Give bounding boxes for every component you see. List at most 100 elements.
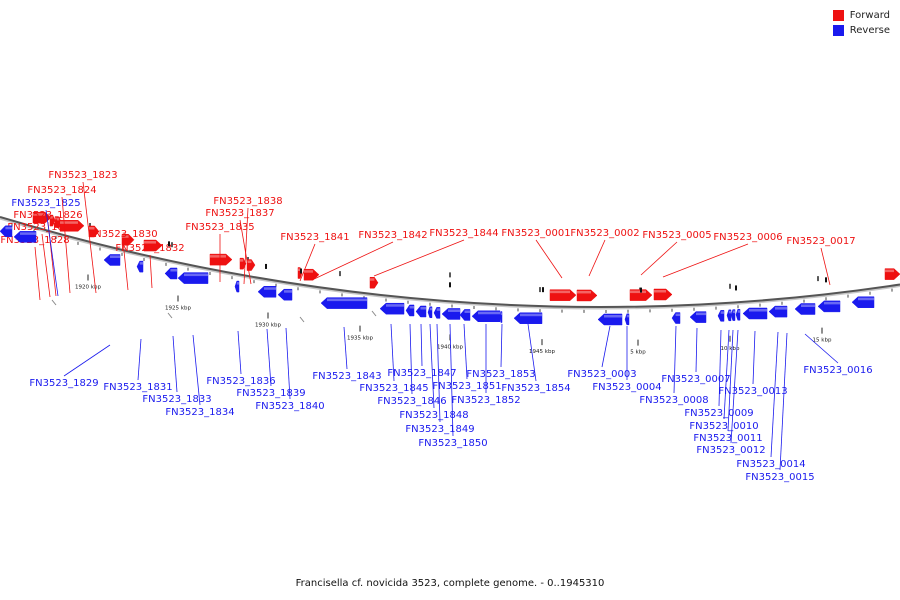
reverse-gene-leader: [429, 323, 435, 409]
forward-gene-leader: [61, 196, 71, 294]
reverse-gene-leader: [449, 323, 454, 437]
reverse-gene-glyph: [794, 303, 816, 315]
forward-gene-label: FN3523_1830: [88, 229, 157, 240]
legend-forward-label: Forward: [849, 10, 890, 21]
forward-gene-glyph: [209, 253, 233, 266]
forward-gene-label: FN3523_1844: [429, 228, 498, 239]
reverse-gene-glyph-shine: [5, 226, 12, 230]
feature-mark: [640, 287, 642, 293]
feature-mark: [167, 312, 173, 319]
forward-gene-leader: [34, 246, 41, 301]
legend-reverse-label: Reverse: [849, 25, 890, 36]
forward-gene-glyph: [369, 276, 379, 289]
reverse-gene-label: FN3523_0013: [718, 386, 787, 397]
reverse-gene-label: FN3523_1833: [142, 394, 211, 405]
reverse-gene-leader: [409, 323, 413, 395]
forward-swatch: [832, 10, 844, 21]
forward-gene-leader: [662, 243, 749, 278]
reverse-gene-glyph-shine: [604, 314, 622, 318]
forward-gene-glyph: [576, 289, 598, 302]
forward-gene-glyph: [303, 268, 320, 281]
legend-forward: Forward: [832, 8, 890, 23]
reverse-gene-label: FN3523_1829: [29, 378, 98, 389]
reverse-gene-glyph-shine: [139, 262, 143, 265]
reverse-gene-glyph: [277, 288, 293, 301]
reverse-gene-leader: [463, 323, 468, 380]
reverse-gene-label: FN3523_0016: [803, 365, 872, 376]
reverse-gene-leader: [390, 323, 395, 382]
forward-gene-glyph: [884, 268, 900, 280]
reverse-gene-glyph: [624, 313, 630, 326]
reverse-gene-leader: [779, 332, 788, 471]
forward-gene-glyph-shine: [247, 260, 252, 264]
forward-gene-label: FN3523_1825: [11, 198, 80, 209]
reverse-gene-label: FN3523_0010: [689, 421, 758, 432]
reverse-gene-glyph: [103, 254, 121, 266]
reverse-gene-glyph: [320, 297, 368, 309]
forward-gene-leader: [239, 219, 252, 285]
feature-mark: [299, 316, 305, 323]
forward-gene-leader: [640, 241, 678, 276]
forward-gene-glyph-shine: [370, 278, 375, 281]
reverse-gene-label: FN3523_1840: [255, 401, 324, 412]
reverse-gene-glyph-shine: [327, 298, 367, 302]
reverse-gene-leader: [436, 323, 441, 423]
forward-gene-label: FN3523_1842: [358, 230, 427, 241]
feature-mark: [449, 282, 451, 288]
reverse-gene-leader: [695, 327, 698, 373]
forward-gene-label: FN3523_1838: [213, 196, 282, 207]
forward-gene-label: FN3523_1826: [13, 210, 82, 221]
reverse-gene-label: FN3523_0008: [639, 395, 708, 406]
forward-gene-glyph-shine: [55, 217, 59, 221]
forward-gene-leader: [82, 181, 97, 294]
reverse-gene-label: FN3523_1854: [501, 383, 570, 394]
reverse-swatch: [832, 25, 844, 36]
feature-mark: [51, 299, 57, 306]
ruler-label: 15 kbp: [813, 338, 832, 344]
reverse-gene-label: FN3523_1847: [387, 368, 456, 379]
reverse-gene-glyph-shine: [20, 232, 36, 235]
forward-gene-glyph-shine: [298, 268, 301, 271]
reverse-gene-glyph: [735, 308, 741, 321]
reverse-gene-glyph: [817, 300, 841, 313]
forward-gene-label: FN3523_1823: [48, 170, 117, 181]
reverse-gene-label: FN3523_1852: [451, 395, 520, 406]
reverse-gene-leader: [727, 329, 734, 432]
forward-gene-label: FN3523_1835: [185, 222, 254, 233]
reverse-gene-glyph: [177, 272, 209, 284]
reverse-gene-glyph: [689, 311, 707, 323]
forward-gene-label: FN3523_1837: [205, 208, 274, 219]
forward-gene-glyph: [121, 234, 135, 246]
reverse-gene-glyph: [433, 307, 441, 319]
forward-gene-glyph: [143, 239, 163, 252]
reverse-gene-glyph: [742, 307, 768, 320]
ruler-label: 1935 kbp: [347, 336, 373, 342]
reverse-gene-glyph-shine: [110, 255, 120, 258]
reverse-gene-glyph: [379, 302, 405, 315]
reverse-gene-glyph-shine: [409, 305, 414, 309]
reverse-gene-leader: [237, 330, 242, 375]
reverse-gene-label: FN3523_0003: [567, 369, 636, 380]
forward-gene-label: FN3523_0005: [642, 230, 711, 241]
ruler-label: 1945 kbp: [529, 349, 555, 355]
reverse-gene-glyph-shine: [436, 308, 440, 311]
feature-mark: [265, 263, 267, 269]
forward-gene-label: FN3523_0002: [570, 228, 639, 239]
reverse-gene-leader: [420, 323, 423, 367]
reverse-gene-glyph-shine: [675, 313, 680, 317]
reverse-gene-glyph: [257, 286, 277, 298]
reverse-gene-glyph: [234, 280, 240, 293]
forward-gene-glyph: [59, 220, 85, 232]
forward-gene-label: FN3523_0017: [786, 236, 855, 247]
reverse-gene-glyph-shine: [749, 308, 767, 312]
forward-gene-leader: [588, 239, 606, 277]
reverse-gene-glyph: [726, 309, 732, 322]
reverse-gene-glyph: [0, 225, 13, 238]
reverse-gene-label: FN3523_0015: [745, 472, 814, 483]
feature-mark: [542, 287, 544, 293]
reverse-gene-glyph-shine: [520, 313, 542, 317]
ruler-label: 1930 kbp: [255, 322, 281, 328]
forward-gene-glyph: [629, 289, 653, 301]
reverse-gene-leader: [500, 323, 503, 368]
